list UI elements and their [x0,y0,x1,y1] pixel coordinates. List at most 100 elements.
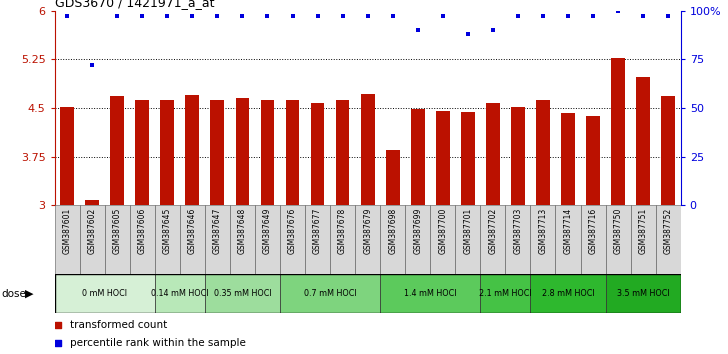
Bar [311,103,325,354]
Point [136,13,148,19]
Text: GSM387699: GSM387699 [414,208,422,255]
Text: transformed count: transformed count [70,320,167,330]
Text: GSM387702: GSM387702 [488,208,497,254]
Bar [210,100,224,354]
Bar [280,274,380,313]
Bar [79,205,105,274]
Bar [531,205,555,274]
Text: 0.7 mM HOCl: 0.7 mM HOCl [304,289,357,298]
Bar [630,205,656,274]
Text: GSM387701: GSM387701 [463,208,472,254]
Bar [486,103,499,354]
Bar [261,100,274,354]
Text: ▶: ▶ [25,289,33,299]
Bar [511,107,525,354]
Text: GSM387751: GSM387751 [638,208,648,254]
Bar [355,205,380,274]
Bar [330,205,355,274]
Bar [361,94,374,354]
Point [312,13,323,19]
Bar [461,112,475,354]
Text: GSM387648: GSM387648 [238,208,247,254]
Bar [606,205,630,274]
Bar [561,113,575,354]
Text: 2.8 mM HOCl: 2.8 mM HOCl [542,289,594,298]
Text: GSM387602: GSM387602 [87,208,97,254]
Text: GSM387647: GSM387647 [213,208,222,255]
Text: GSM387606: GSM387606 [138,208,147,255]
Text: GSM387714: GSM387714 [563,208,572,254]
Bar [555,205,580,274]
Bar [336,99,349,354]
Bar [205,205,230,274]
Bar [155,205,180,274]
Bar [380,274,480,313]
Text: 3.5 mM HOCl: 3.5 mM HOCl [617,289,670,298]
Bar [285,100,299,354]
Text: GSM387713: GSM387713 [539,208,547,254]
Point [437,13,448,19]
Bar [480,205,505,274]
Bar [430,205,455,274]
Bar [85,200,99,354]
Bar [380,205,405,274]
Text: GSM387645: GSM387645 [163,208,172,255]
Point [562,13,574,19]
Bar [480,274,531,313]
Bar [505,205,531,274]
Point [52,340,64,346]
Bar [236,98,249,354]
Point [612,8,624,13]
Bar [155,274,205,313]
Point [637,13,649,19]
Text: dose: dose [1,289,26,299]
Point [287,13,298,19]
Bar [55,274,155,313]
Text: GSM387679: GSM387679 [363,208,372,255]
Bar [135,99,149,354]
Bar [606,274,681,313]
Bar [205,274,280,313]
Text: GSM387700: GSM387700 [438,208,447,255]
Text: 1.4 mM HOCl: 1.4 mM HOCl [404,289,456,298]
Bar [386,150,400,354]
Bar [411,109,424,354]
Text: GSM387750: GSM387750 [614,208,622,255]
Text: 0 mM HOCl: 0 mM HOCl [82,289,127,298]
Text: 0.35 mM HOCl: 0.35 mM HOCl [213,289,272,298]
Bar [531,274,606,313]
Point [512,13,523,19]
Point [487,27,499,33]
Point [362,13,373,19]
Bar [55,205,79,274]
Point [537,13,549,19]
Text: GSM387677: GSM387677 [313,208,322,255]
Point [212,13,223,19]
Text: GSM387676: GSM387676 [288,208,297,255]
Bar [60,107,74,354]
Text: GSM387752: GSM387752 [664,208,673,254]
Point [87,62,98,68]
Bar [580,205,606,274]
Text: GSM387646: GSM387646 [188,208,197,255]
Text: GSM387703: GSM387703 [513,208,523,255]
Bar [636,78,650,354]
Bar [160,100,174,354]
Text: GSM387601: GSM387601 [63,208,71,254]
Bar [280,205,305,274]
Bar [186,95,199,354]
Bar [305,205,330,274]
Point [261,13,273,19]
Point [111,13,123,19]
Point [61,13,73,19]
Text: 2.1 mM HOCl: 2.1 mM HOCl [479,289,531,298]
Bar [105,205,130,274]
Bar [436,110,450,354]
Point [337,13,349,19]
Bar [656,205,681,274]
Bar [455,205,480,274]
Bar [180,205,205,274]
Bar [536,100,550,354]
Bar [586,116,600,354]
Text: GSM387716: GSM387716 [588,208,598,254]
